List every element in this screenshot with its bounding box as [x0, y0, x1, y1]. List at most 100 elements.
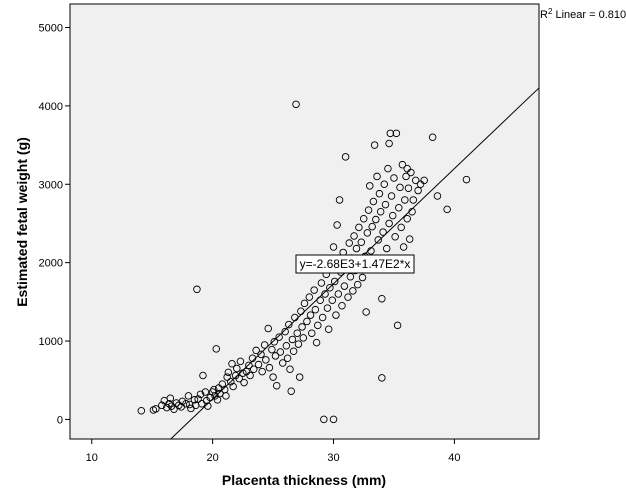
data-point — [353, 280, 362, 289]
data-point — [299, 334, 308, 342]
data-point — [270, 338, 279, 346]
data-point — [378, 374, 386, 382]
data-point — [240, 378, 248, 387]
data-point — [333, 221, 341, 229]
data-point — [275, 333, 283, 341]
data-point — [355, 223, 363, 232]
data-point — [282, 341, 291, 350]
data-point — [303, 317, 311, 326]
data-point — [264, 324, 272, 333]
data-point — [281, 327, 289, 336]
data-point — [366, 182, 374, 190]
data-point — [338, 302, 346, 310]
data-point — [374, 236, 382, 244]
data-point — [411, 176, 420, 185]
data-point — [358, 273, 367, 282]
data-point — [194, 395, 202, 403]
r-squared-prefix: R — [540, 9, 548, 21]
data-point — [314, 321, 322, 330]
data-point — [403, 215, 411, 223]
data-point — [373, 172, 381, 181]
r-squared-label: R2 Linear = 0.810 — [540, 7, 626, 21]
data-point — [312, 338, 321, 347]
data-point — [295, 373, 304, 381]
data-point — [329, 415, 338, 424]
data-point — [428, 133, 437, 141]
data-point — [199, 371, 207, 380]
data-point — [228, 360, 236, 368]
data-point — [283, 354, 292, 363]
data-point — [328, 296, 337, 305]
data-point — [223, 373, 231, 381]
x-tick-label: 40 — [448, 452, 460, 464]
x-tick-label: 10 — [86, 452, 98, 464]
data-point — [378, 294, 386, 303]
equation-label: y=-2.68E3+1.47E2*x — [300, 257, 411, 271]
data-point — [249, 365, 258, 373]
data-point — [402, 172, 410, 181]
y-axis-label: Estimated fetal weight (g) — [14, 137, 30, 307]
data-point — [357, 238, 366, 247]
data-point — [272, 381, 281, 390]
data-point — [170, 405, 178, 413]
data-point — [387, 192, 396, 200]
data-point — [286, 365, 294, 373]
data-point — [211, 392, 219, 400]
data-point — [287, 387, 295, 395]
x-tick-label: 20 — [207, 452, 219, 464]
data-point — [294, 340, 303, 348]
data-point — [137, 407, 146, 415]
r-squared-suffix: Linear = 0.810 — [552, 9, 626, 21]
data-point — [381, 200, 390, 209]
data-point — [201, 388, 210, 396]
x-tick-label: 30 — [327, 452, 339, 464]
data-point — [185, 400, 194, 409]
data-point — [258, 367, 266, 376]
data-point — [182, 399, 190, 408]
data-point — [349, 287, 357, 295]
data-point — [399, 243, 408, 251]
data-point — [462, 175, 471, 184]
data-point — [224, 368, 233, 377]
data-point — [390, 174, 398, 182]
data-point — [254, 360, 263, 369]
data-point — [317, 279, 326, 287]
data-point — [262, 356, 270, 364]
data-point — [310, 286, 318, 294]
data-point — [341, 153, 350, 161]
data-point — [193, 285, 201, 294]
data-point — [376, 207, 385, 216]
data-point — [165, 399, 173, 408]
data-point — [370, 141, 379, 149]
data-point — [271, 352, 280, 360]
data-point — [268, 345, 276, 354]
data-point — [311, 305, 320, 314]
data-point — [323, 304, 332, 312]
data-point — [288, 335, 297, 344]
data-point — [433, 192, 442, 200]
data-point — [372, 215, 380, 224]
data-point — [152, 405, 160, 413]
data-point — [330, 277, 339, 286]
data-point — [398, 160, 407, 169]
data-point — [362, 308, 370, 316]
data-point — [326, 283, 334, 292]
data-point — [233, 364, 241, 373]
data-point — [363, 229, 372, 237]
data-point — [335, 196, 344, 204]
data-point — [384, 164, 392, 173]
data-point — [265, 363, 274, 372]
data-point — [269, 373, 277, 381]
data-point — [443, 205, 451, 214]
data-point — [359, 215, 368, 223]
r-squared-superscript: 2 — [548, 7, 553, 16]
y-tick-label: 2000 — [39, 258, 63, 270]
data-point — [229, 382, 237, 391]
y-axis: 0 1000 2000 3000 4000 5000 — [39, 23, 70, 426]
data-point — [329, 243, 338, 251]
data-point — [158, 401, 166, 410]
data-point — [166, 394, 175, 402]
data-point — [252, 346, 260, 355]
data-point — [388, 211, 397, 220]
